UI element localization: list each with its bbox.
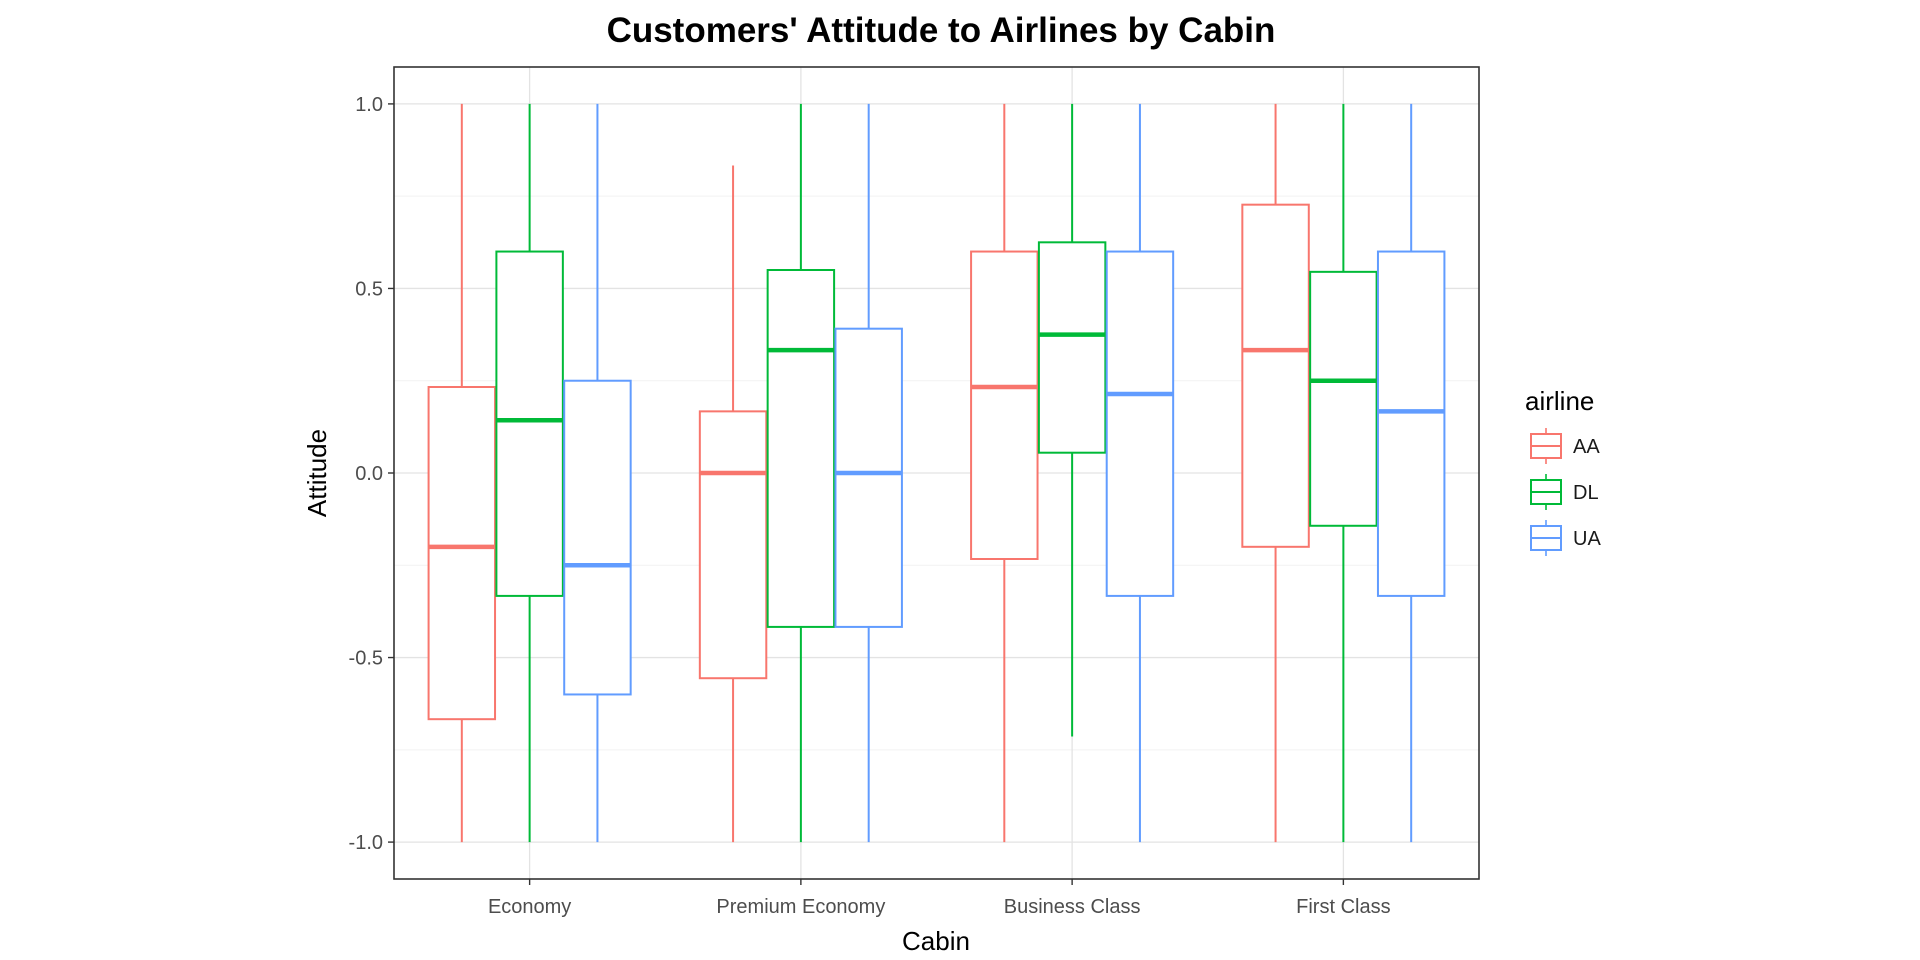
box-dl-0: [495, 103, 564, 843]
box-ua-1: [834, 103, 903, 843]
y-axis-title: Attitude: [302, 429, 332, 517]
legend-key: [1530, 428, 1562, 464]
x-tick-label: Business Class: [1004, 896, 1141, 918]
y-tick-label: -0.5: [349, 648, 383, 670]
box-ua-2: [1105, 103, 1175, 843]
y-tick-label: 0.5: [355, 278, 383, 300]
x-axis: Economy Premium Economy Business Class Firs…: [488, 879, 1391, 918]
boxes: [427, 103, 1446, 843]
x-tick-label: First Class: [1296, 896, 1390, 918]
box-iqr: [1241, 203, 1310, 548]
box-iqr: [1037, 241, 1107, 454]
box-aa-2: [970, 103, 1039, 843]
box-iqr: [563, 379, 632, 696]
legend-key: [1530, 520, 1562, 556]
box-ua-0: [563, 103, 632, 843]
legend-key: [1530, 474, 1562, 510]
legend: airline AA DL UA: [1525, 386, 1601, 556]
box-ua-3: [1376, 103, 1446, 843]
box-iqr: [698, 410, 768, 680]
x-tick-label: Economy: [488, 896, 571, 918]
box-iqr: [1105, 250, 1175, 597]
box-iqr: [495, 250, 564, 597]
box-iqr: [834, 327, 903, 628]
y-tick-label: -1.0: [349, 832, 383, 854]
chart-title: Customers' Attitude to Airlines by Cabin: [607, 11, 1276, 50]
y-axis: -1.0 -0.5 0.0 0.5 1.0: [349, 94, 394, 854]
box-iqr: [970, 250, 1039, 560]
box-dl-1: [766, 103, 836, 843]
legend-label: AA: [1573, 436, 1600, 458]
box-dl-3: [1309, 103, 1378, 843]
box-dl-2: [1037, 103, 1107, 737]
box-aa-0: [427, 103, 497, 843]
legend-item-ua: UA: [1530, 520, 1601, 556]
x-tick-label: Premium Economy: [716, 896, 885, 918]
box-iqr: [1376, 250, 1446, 597]
legend-item-dl: DL: [1530, 474, 1599, 510]
box-iqr: [1309, 270, 1378, 527]
box-aa-1: [698, 165, 768, 843]
legend-label: DL: [1573, 482, 1599, 504]
x-axis-title: Cabin: [902, 926, 970, 956]
box-iqr: [427, 386, 497, 721]
legend-label: UA: [1573, 528, 1601, 550]
legend-item-aa: AA: [1530, 428, 1600, 464]
box-aa-3: [1241, 103, 1310, 843]
y-tick-label: 0.0: [355, 463, 383, 485]
y-tick-label: 1.0: [355, 94, 383, 116]
box-iqr: [766, 269, 836, 628]
legend-title: airline: [1525, 386, 1594, 416]
